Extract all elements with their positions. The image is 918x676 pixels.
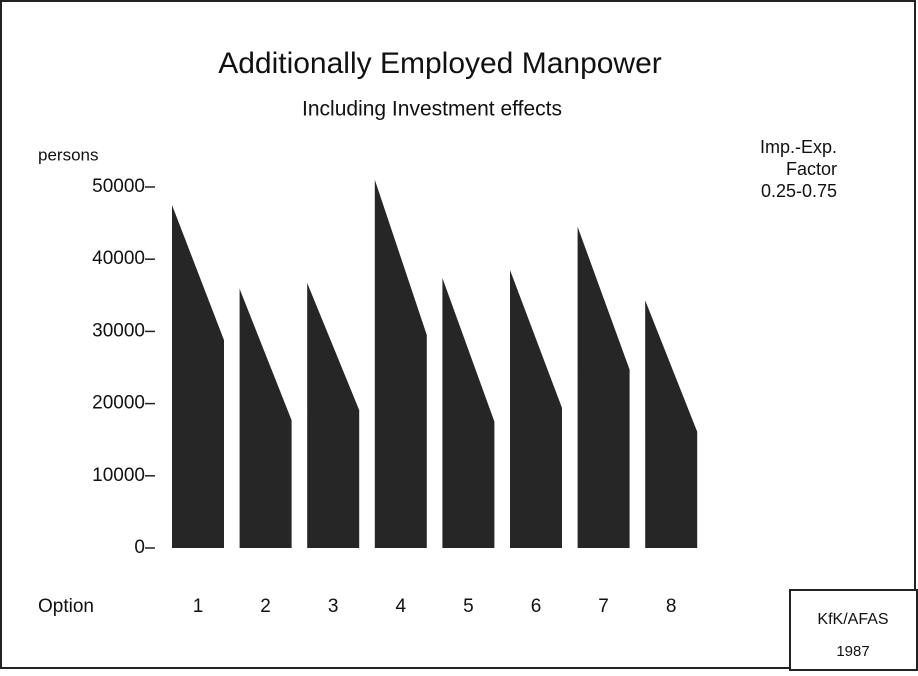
source: 1987: [836, 643, 869, 660]
y-tick-label: 0: [134, 537, 145, 558]
y-tick-label: 50000: [92, 176, 145, 197]
x-tick-label: 3: [328, 596, 339, 617]
x-tick-label: 5: [463, 596, 474, 617]
source: KfK/AFAS: [817, 611, 888, 628]
y-tick-label: 40000: [92, 248, 145, 269]
x-tick-label: 6: [531, 596, 542, 617]
bar: [442, 277, 495, 548]
x-tick-label: 4: [396, 596, 407, 617]
y-axis-label: persons: [38, 145, 98, 164]
bar: [645, 300, 698, 548]
x-axis-label: Option: [38, 596, 94, 617]
x-tick-label: 8: [666, 596, 677, 617]
bar: [374, 179, 427, 548]
bar: [172, 205, 224, 549]
y-tick-label: 30000: [92, 320, 145, 341]
annotation: Factor: [786, 159, 837, 179]
annotation: Imp.-Exp.: [760, 137, 837, 157]
y-tick-label: 20000: [92, 393, 145, 414]
chart-subtitle: Including Investment effects: [302, 98, 562, 121]
x-tick-label: 1: [193, 596, 204, 617]
chart-title: Additionally Employed Manpower: [218, 47, 662, 80]
x-tick-label: 2: [260, 596, 271, 617]
bar: [510, 270, 562, 548]
bar: [577, 226, 630, 548]
bar: [239, 288, 292, 548]
y-tick-label: 10000: [92, 465, 145, 486]
source-box: [789, 589, 918, 671]
annotation: 0.25-0.75: [761, 181, 837, 201]
bar: [307, 283, 360, 548]
x-tick-label: 7: [598, 596, 609, 617]
